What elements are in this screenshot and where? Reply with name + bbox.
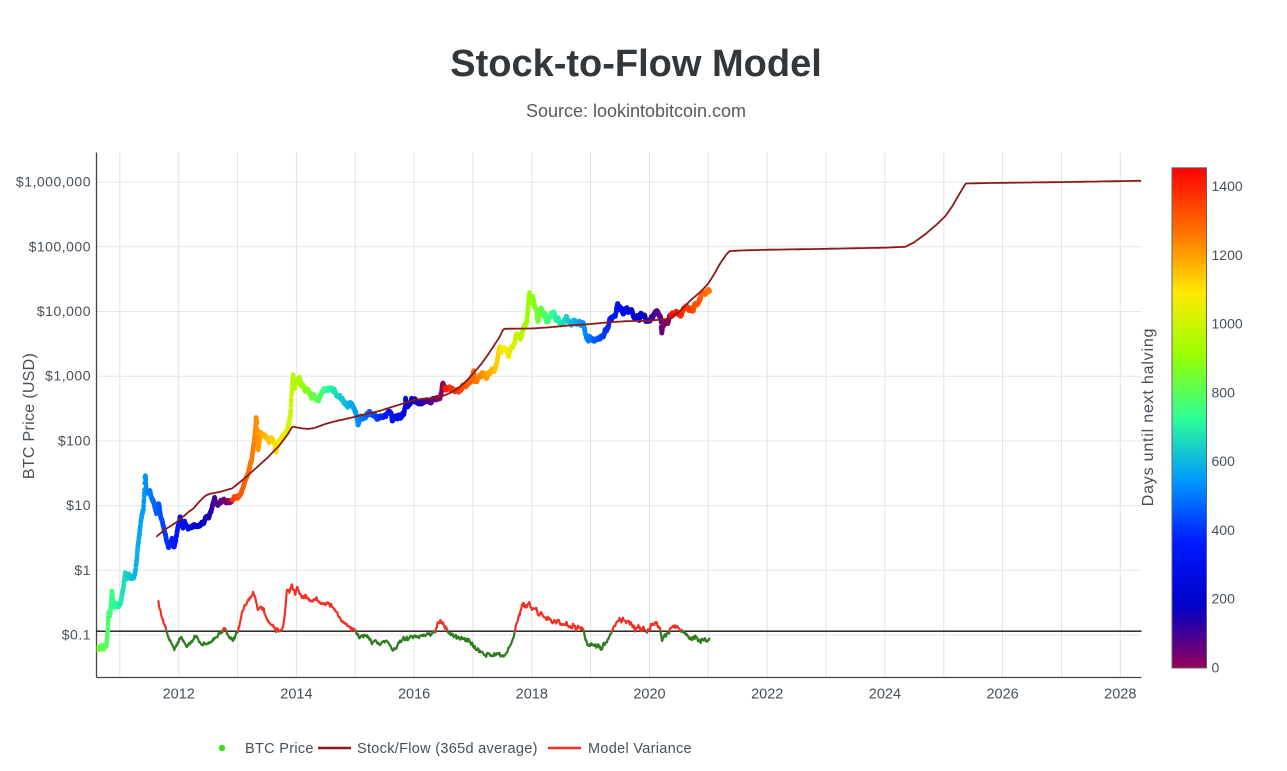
svg-text:Source: lookintobitcoin.com: Source: lookintobitcoin.com [526, 101, 746, 121]
svg-text:$1,000,000: $1,000,000 [16, 174, 91, 190]
svg-text:Days until next halving: Days until next halving [1140, 328, 1157, 507]
svg-text:1400: 1400 [1212, 178, 1243, 194]
svg-text:600: 600 [1212, 453, 1236, 469]
svg-text:2028: 2028 [1104, 687, 1136, 703]
svg-text:2018: 2018 [516, 687, 548, 703]
svg-text:$10,000: $10,000 [37, 303, 91, 319]
svg-text:2026: 2026 [986, 687, 1018, 703]
svg-text:$10: $10 [66, 497, 91, 513]
svg-text:Model Variance: Model Variance [588, 741, 692, 757]
svg-text:1200: 1200 [1212, 247, 1243, 263]
svg-text:2016: 2016 [398, 687, 430, 703]
svg-text:2012: 2012 [163, 687, 195, 703]
svg-text:$1,000: $1,000 [45, 368, 91, 384]
svg-text:$100: $100 [58, 432, 91, 448]
svg-text:200: 200 [1212, 591, 1236, 607]
svg-text:2020: 2020 [633, 687, 665, 703]
svg-text:800: 800 [1212, 385, 1236, 401]
svg-text:0: 0 [1212, 660, 1220, 676]
svg-text:$100,000: $100,000 [29, 238, 91, 254]
svg-text:Stock-to-Flow Model: Stock-to-Flow Model [450, 43, 822, 85]
svg-text:BTC Price (USD): BTC Price (USD) [21, 353, 38, 479]
svg-text:BTC Price: BTC Price [245, 741, 314, 757]
svg-text:$0.1: $0.1 [62, 627, 91, 643]
svg-text:2014: 2014 [280, 687, 312, 703]
svg-text:400: 400 [1212, 522, 1236, 538]
svg-text:Stock/Flow (365d average): Stock/Flow (365d average) [357, 741, 538, 757]
svg-text:2022: 2022 [751, 687, 783, 703]
svg-text:2024: 2024 [869, 687, 901, 703]
svg-text:$1: $1 [74, 562, 91, 578]
svg-text:1000: 1000 [1212, 316, 1243, 332]
